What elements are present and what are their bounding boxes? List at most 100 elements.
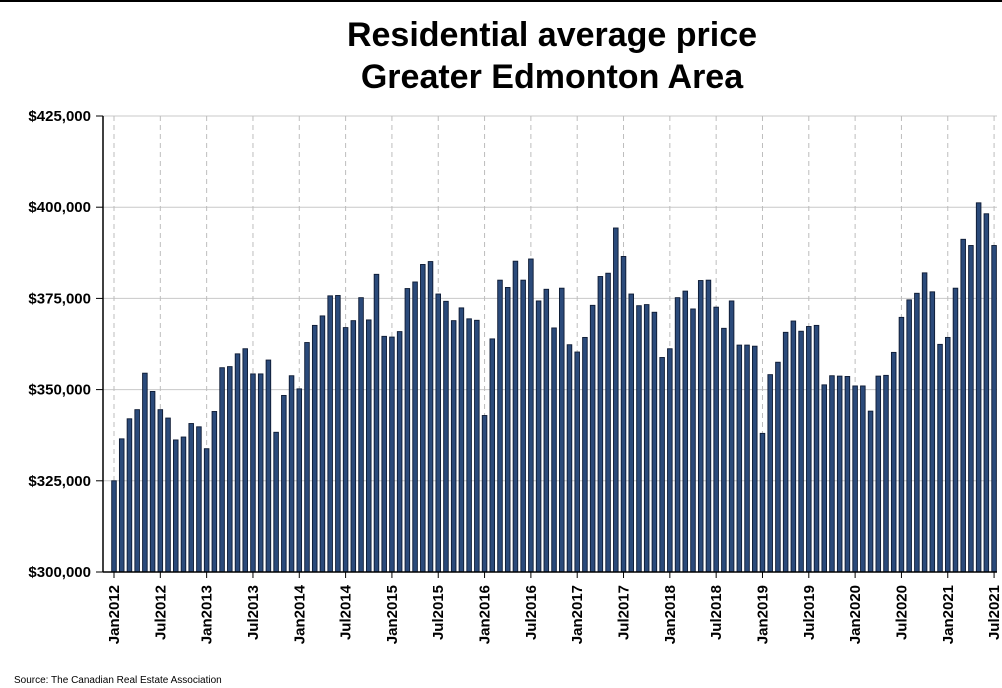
bar	[867, 410, 874, 573]
bar	[559, 287, 565, 573]
bar	[775, 361, 781, 573]
bar	[281, 394, 287, 573]
x-tick-label: Jan2012	[106, 585, 123, 644]
bar	[589, 304, 596, 573]
x-tick-label: Jan2015	[384, 585, 401, 644]
bar	[566, 344, 573, 573]
bar	[250, 373, 256, 573]
bar	[643, 304, 650, 573]
bar	[265, 359, 272, 573]
bar	[667, 348, 673, 573]
bar	[296, 388, 303, 573]
bar	[844, 376, 851, 573]
bar	[883, 374, 889, 573]
bar	[721, 327, 727, 573]
bar	[543, 288, 550, 573]
bar	[914, 292, 920, 573]
bar	[389, 336, 395, 573]
bar	[342, 327, 349, 573]
chart-subtitle: Greater Edmonton Area	[361, 58, 744, 96]
bar	[118, 438, 125, 573]
bar	[960, 238, 966, 573]
bar	[937, 343, 943, 573]
bar	[304, 342, 310, 573]
bar	[574, 351, 580, 573]
bar	[497, 279, 503, 573]
bar	[512, 260, 519, 573]
bar	[288, 375, 295, 573]
bar	[327, 295, 333, 573]
x-tick-label: Jul2020	[893, 585, 910, 640]
bar	[319, 315, 326, 573]
bar	[790, 320, 797, 573]
bar	[257, 373, 264, 573]
bar	[991, 245, 997, 573]
bar	[782, 331, 789, 573]
bar	[528, 258, 534, 573]
bar	[211, 411, 218, 573]
x-tick-label: Jul2021	[986, 585, 1002, 640]
bar	[651, 311, 658, 573]
bar	[628, 293, 634, 573]
y-tick-label: $375,000	[28, 290, 91, 307]
bar	[821, 384, 827, 573]
bar	[906, 299, 912, 573]
bar	[929, 291, 936, 573]
chart-title: Residential average price	[347, 16, 757, 54]
bar	[111, 480, 117, 573]
y-tick-label: $425,000	[28, 108, 91, 125]
bar	[180, 436, 187, 573]
bar	[381, 335, 387, 573]
bar	[242, 348, 248, 573]
y-tick-label: $325,000	[28, 473, 91, 490]
bar	[852, 385, 858, 573]
bar	[358, 297, 364, 573]
x-tick-label: Jul2012	[152, 585, 169, 640]
bar	[173, 439, 179, 573]
bar	[443, 300, 449, 573]
bar	[458, 307, 465, 573]
x-tick-label: Jul2018	[708, 585, 725, 640]
x-tick-labels: Jan2012 Jul2012 Jan2013 Jul2013 Jan2014 Jul20…	[106, 584, 1002, 644]
bar	[582, 336, 588, 573]
bar	[659, 357, 665, 573]
bar	[736, 344, 743, 573]
bar	[450, 320, 457, 573]
bar	[890, 351, 897, 573]
bar	[605, 272, 611, 573]
bar	[898, 316, 905, 573]
bar	[767, 374, 773, 573]
bar	[829, 375, 835, 573]
bar	[690, 308, 696, 573]
x-tick-label: Jul2014	[338, 584, 355, 640]
bar	[636, 305, 642, 573]
bar	[149, 390, 156, 573]
bar	[134, 409, 140, 573]
bar	[196, 426, 202, 573]
bar	[613, 227, 619, 573]
bar	[188, 423, 194, 573]
x-tick-label: Jan2014	[291, 584, 308, 644]
bar	[504, 287, 511, 573]
x-tick-label: Jul2015	[430, 585, 447, 640]
bar	[705, 279, 712, 573]
bar	[481, 415, 488, 573]
bar	[860, 385, 866, 573]
bar	[744, 344, 750, 573]
bar	[489, 338, 496, 573]
bar	[952, 287, 959, 573]
bar	[420, 264, 426, 573]
bar	[968, 245, 974, 573]
y-tick-label: $400,000	[28, 199, 91, 216]
y-tick-labels: $300,000 $325,000 $350,000 $375,000 $400,000…	[28, 108, 91, 581]
bar	[836, 375, 843, 573]
bar	[535, 300, 542, 573]
x-tick-label: Jan2016	[477, 585, 494, 644]
bar	[975, 202, 982, 573]
bar	[311, 324, 318, 573]
bar	[752, 345, 758, 573]
bar	[474, 319, 480, 573]
bar	[203, 448, 210, 573]
bar	[234, 353, 241, 573]
